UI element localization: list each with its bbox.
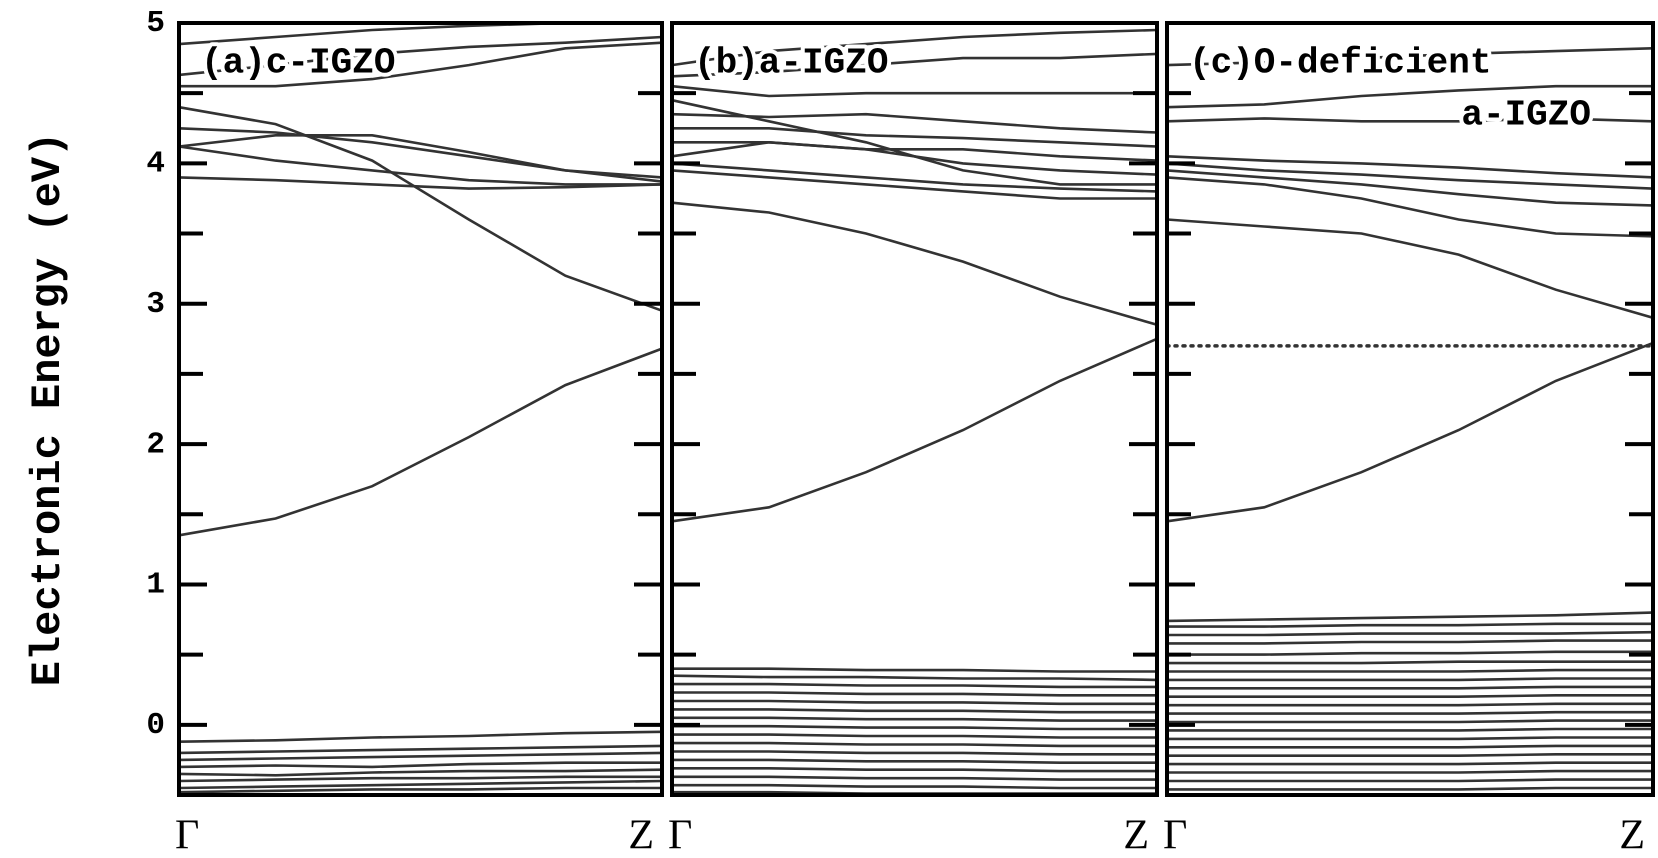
x-tick-label: Z xyxy=(1619,813,1645,858)
band-line xyxy=(178,35,663,77)
band-line xyxy=(1166,155,1654,179)
band-line xyxy=(671,169,1157,200)
panel: (b)a-IGZO Γ Z xyxy=(668,21,1159,858)
band-line xyxy=(1166,117,1654,123)
band-line xyxy=(672,741,1157,748)
band-line xyxy=(671,28,1158,67)
band-line xyxy=(1166,176,1654,238)
band-line xyxy=(1167,761,1653,766)
band-line xyxy=(1166,218,1654,320)
band-line xyxy=(1167,639,1653,645)
band-line xyxy=(671,162,1158,193)
band-line xyxy=(672,724,1157,731)
band-line xyxy=(671,201,1158,327)
band-line xyxy=(671,112,1158,134)
panel-frame xyxy=(1165,21,1655,797)
band-line xyxy=(1166,47,1654,67)
band-line xyxy=(1167,668,1653,673)
x-tick-label: Γ xyxy=(175,813,199,858)
band-line xyxy=(178,751,663,762)
band-line xyxy=(178,176,663,190)
y-tick-label: 2 xyxy=(146,427,165,462)
panel-title: (c)O-deficient xyxy=(1189,43,1491,84)
y-tick-label: 1 xyxy=(146,568,165,603)
band-line xyxy=(672,708,1157,714)
band-line xyxy=(178,761,662,769)
band-line xyxy=(178,347,663,537)
band-line xyxy=(672,691,1157,697)
band-line xyxy=(178,786,662,794)
band-line xyxy=(1167,744,1653,749)
band-line xyxy=(1167,727,1653,732)
band-line xyxy=(1167,685,1653,690)
band-line xyxy=(1167,694,1653,698)
band-line xyxy=(671,337,1158,523)
band-line xyxy=(1166,169,1654,207)
band-line xyxy=(672,783,1157,790)
panel: (c)O-deficient a-IGZO Γ Z xyxy=(1163,21,1655,858)
y-axis-label: Electronic Energy (eV) xyxy=(24,132,72,687)
y-tick-label: 4 xyxy=(146,147,165,182)
band-line xyxy=(178,127,663,179)
band-line xyxy=(1167,710,1653,715)
panel-title: a-IGZO xyxy=(1461,95,1591,136)
panel-title: (b)a-IGZO xyxy=(694,43,888,84)
band-line xyxy=(1167,622,1653,628)
band-line xyxy=(178,744,663,755)
band-line xyxy=(178,145,662,186)
y-tick-label: 5 xyxy=(146,6,165,41)
band-line xyxy=(178,105,663,312)
band-line xyxy=(1167,753,1653,757)
band-line xyxy=(1167,660,1653,665)
band-line xyxy=(178,730,663,743)
band-line xyxy=(671,52,1158,78)
band-line xyxy=(672,716,1157,722)
band-line xyxy=(672,750,1157,756)
band-line xyxy=(1167,786,1653,791)
band-line xyxy=(178,775,662,783)
band-line xyxy=(1167,677,1653,682)
y-tick-label: 0 xyxy=(146,708,165,743)
x-tick-label: Z xyxy=(1123,813,1149,858)
panel-title: (a)c-IGZO xyxy=(201,43,395,84)
band-line xyxy=(1167,778,1653,783)
band-line xyxy=(1167,719,1653,724)
panel-frame xyxy=(177,21,664,797)
band-line xyxy=(672,127,1158,148)
band-line xyxy=(671,84,1157,98)
band-line xyxy=(1167,702,1653,707)
band-line xyxy=(672,667,1157,673)
band-line xyxy=(178,768,663,777)
band-line xyxy=(1166,611,1654,623)
band-line xyxy=(672,733,1157,739)
band-line xyxy=(672,699,1157,706)
band-line xyxy=(1167,769,1653,774)
band-line xyxy=(1166,84,1653,109)
band-line xyxy=(672,758,1157,764)
band-line xyxy=(1167,650,1653,656)
band-line xyxy=(178,779,663,790)
y-tick-label: 3 xyxy=(146,287,165,322)
band-line xyxy=(1166,162,1654,190)
band-line xyxy=(672,141,1158,162)
band-line xyxy=(1167,736,1653,741)
band-line xyxy=(672,767,1157,773)
band-line xyxy=(1166,341,1654,523)
band-line xyxy=(671,140,1158,176)
x-tick-label: Γ xyxy=(1163,813,1187,858)
band-line xyxy=(672,682,1157,689)
panel: (a)c-IGZO Γ Z xyxy=(175,21,664,858)
band-line xyxy=(179,41,663,88)
x-tick-label: Z xyxy=(628,813,654,858)
panel-frame xyxy=(670,21,1159,797)
band-line xyxy=(671,674,1158,682)
band-line xyxy=(1167,630,1654,637)
x-tick-label: Γ xyxy=(668,813,692,858)
band-line xyxy=(672,775,1157,781)
